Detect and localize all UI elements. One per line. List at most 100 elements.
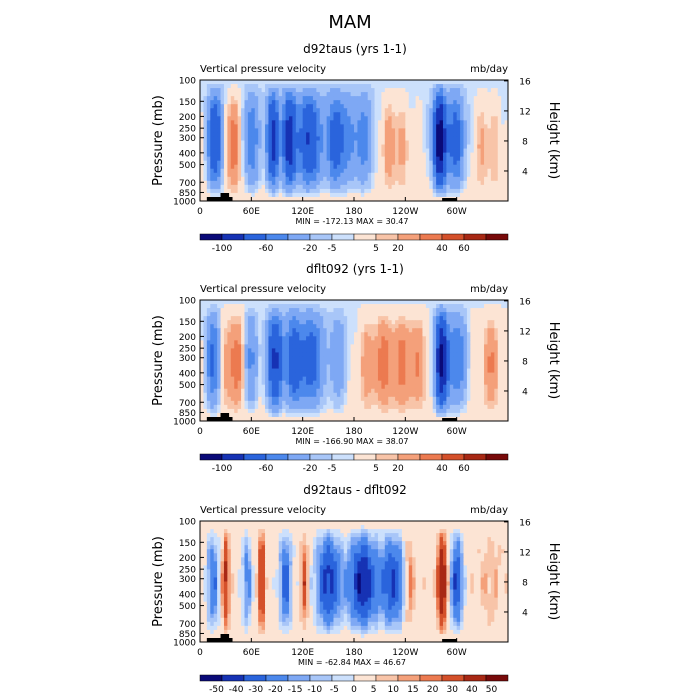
- heatmap-cell: [501, 156, 505, 162]
- heatmap-cell: [230, 396, 235, 402]
- heatmap-cell: [477, 368, 482, 373]
- heatmap-cell: [247, 192, 252, 198]
- heatmap-cell: [333, 188, 338, 194]
- heatmap-cell: [360, 344, 365, 349]
- heatmap-cell: [254, 324, 259, 329]
- heatmap-cell: [405, 336, 410, 341]
- heatmap-cell: [357, 108, 362, 113]
- heatmap-cell: [422, 192, 427, 198]
- heatmap-cell: [230, 172, 235, 178]
- heatmap-cell: [295, 136, 300, 141]
- heatmap-cell: [237, 156, 242, 162]
- heatmap-cell: [456, 172, 461, 178]
- heatmap-cell: [210, 184, 215, 190]
- heatmap-cell: [227, 144, 232, 149]
- heatmap-cell: [453, 132, 458, 137]
- heatmap-cell: [408, 132, 413, 137]
- heatmap-cell: [415, 144, 420, 149]
- heatmap-cell: [241, 124, 245, 129]
- heatmap-cell: [470, 384, 475, 390]
- heatmap-cell: [463, 84, 468, 89]
- heatmap-cell: [470, 180, 475, 186]
- heatmap-cell: [261, 336, 266, 341]
- heatmap-cell: [484, 84, 488, 89]
- heatmap-cell: [388, 324, 393, 329]
- heatmap-cell: [295, 300, 300, 305]
- heatmap-cell: [412, 132, 416, 137]
- heatmap-cell: [501, 312, 505, 317]
- heatmap-cell: [227, 352, 232, 357]
- heatmap-cell: [401, 104, 406, 109]
- heatmap-cell: [251, 176, 256, 182]
- heatmap-cell: [374, 84, 379, 89]
- heatmap-cell: [480, 176, 485, 182]
- heatmap-cell: [487, 140, 492, 145]
- heatmap-cell: [285, 368, 290, 373]
- heatmap-cell: [275, 308, 280, 313]
- heatmap-cell: [460, 124, 464, 129]
- heatmap-cell: [271, 108, 276, 113]
- heatmap-cell: [395, 312, 399, 317]
- heatmap-cell: [223, 368, 228, 373]
- heatmap-cell: [275, 148, 280, 153]
- heatmap-cell: [251, 104, 256, 109]
- heatmap-cell: [360, 356, 365, 361]
- heatmap-cell: [490, 148, 495, 153]
- heatmap-cell: [227, 80, 232, 85]
- heatmap-cell: [408, 152, 413, 158]
- heatmap-cell: [484, 328, 488, 333]
- heatmap-cell: [223, 92, 228, 97]
- heatmap-cell: [429, 360, 434, 365]
- heatmap-cell: [412, 380, 416, 386]
- heatmap-cell: [234, 376, 239, 382]
- heatmap-cell: [405, 384, 410, 390]
- heatmap-cell: [374, 176, 379, 182]
- heatmap-cell: [442, 124, 447, 129]
- heatmap-cell: [203, 300, 208, 305]
- heatmap-cell: [391, 116, 396, 121]
- chart-subtitle-right: mb/day: [470, 284, 508, 295]
- heatmap-cell: [419, 140, 423, 145]
- heatmap-cell: [367, 360, 372, 365]
- heatmap-cell: [316, 116, 321, 121]
- heatmap-cell: [285, 308, 290, 313]
- heatmap-cell: [422, 92, 427, 97]
- heatmap-cell: [384, 180, 389, 186]
- heatmap-cell: [449, 84, 454, 89]
- heatmap-cell: [326, 144, 331, 149]
- heatmap-cell: [487, 344, 492, 349]
- heatmap-cell: [384, 188, 389, 194]
- heatmap-cell: [206, 84, 211, 89]
- heatmap-cell: [200, 120, 204, 125]
- heatmap-cell: [395, 332, 399, 337]
- heatmap-cell: [340, 376, 345, 382]
- heatmap-cell: [254, 168, 259, 174]
- heatmap-cell: [354, 320, 358, 325]
- heatmap-cell: [391, 304, 396, 309]
- heatmap-cell: [422, 336, 427, 341]
- heatmap-cell: [251, 380, 256, 386]
- heatmap-cell: [384, 88, 389, 93]
- heatmap-cell: [419, 356, 423, 361]
- heatmap-cell: [408, 100, 413, 105]
- heatmap-cell: [302, 80, 307, 85]
- heatmap-cell: [364, 340, 369, 345]
- heatmap-cell: [364, 308, 369, 313]
- heatmap-cell: [388, 188, 393, 194]
- heatmap-cell: [326, 96, 331, 101]
- heatmap-cell: [220, 120, 225, 125]
- heatmap-cell: [230, 184, 235, 190]
- heatmap-cell: [319, 128, 324, 133]
- heatmap-cell: [213, 372, 218, 378]
- heatmap-cell: [347, 156, 351, 162]
- heatmap-cell: [220, 96, 225, 101]
- heatmap-cell: [261, 152, 266, 158]
- heatmap-cell: [319, 300, 324, 305]
- heatmap-cell: [463, 308, 468, 313]
- heatmap-cell: [367, 304, 372, 309]
- heatmap-cell: [449, 188, 454, 194]
- heatmap-cell: [343, 356, 348, 361]
- heatmap-cell: [330, 324, 334, 329]
- heatmap-cell: [251, 96, 256, 101]
- heatmap-cell: [487, 336, 492, 341]
